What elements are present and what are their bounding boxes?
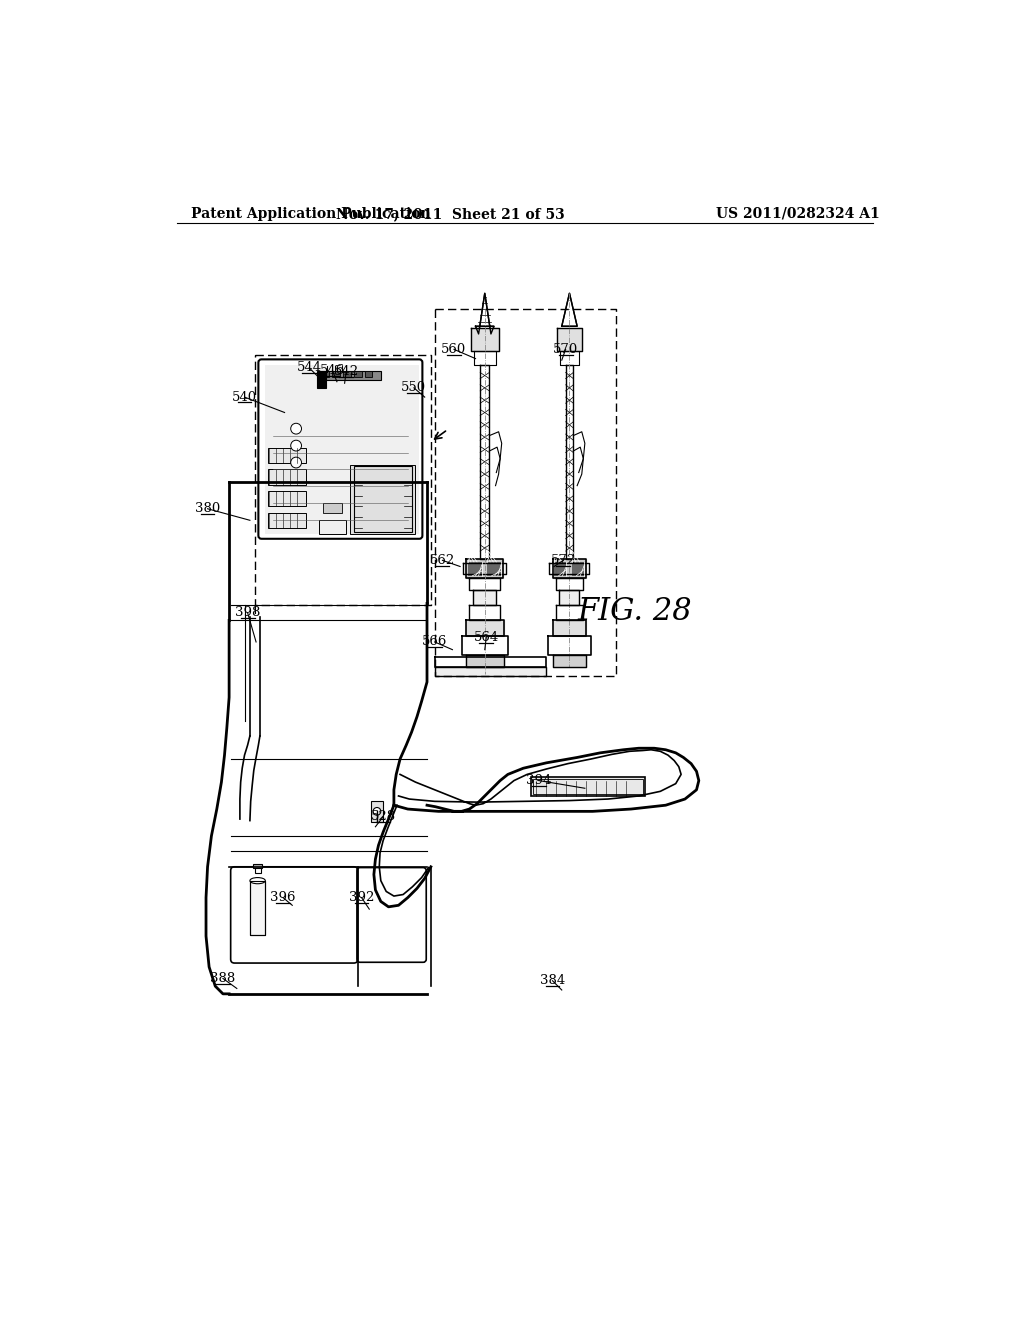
Polygon shape	[466, 620, 504, 636]
Text: 550: 550	[401, 381, 426, 395]
Bar	[267, 447, 306, 463]
Bar	[531, 777, 645, 796]
Text: 392: 392	[349, 891, 374, 904]
Bar	[343, 371, 351, 378]
Bar	[350, 465, 416, 535]
Polygon shape	[468, 562, 481, 576]
Polygon shape	[473, 590, 497, 605]
Circle shape	[291, 424, 301, 434]
Polygon shape	[562, 293, 578, 326]
Bar	[354, 371, 361, 378]
Circle shape	[373, 808, 381, 816]
Polygon shape	[559, 590, 580, 605]
Text: 384: 384	[540, 974, 565, 987]
Text: 542: 542	[334, 366, 358, 379]
Bar	[267, 470, 306, 484]
Text: FIG. 28: FIG. 28	[578, 595, 692, 627]
Polygon shape	[571, 562, 584, 576]
Text: 572: 572	[551, 554, 575, 566]
Bar	[250, 880, 265, 935]
Bar	[322, 371, 330, 378]
Polygon shape	[487, 562, 501, 576]
Text: 540: 540	[232, 391, 257, 404]
Circle shape	[291, 457, 301, 469]
Bar	[255, 866, 261, 873]
Bar	[267, 512, 306, 528]
Text: 564: 564	[474, 631, 499, 644]
Text: 570: 570	[553, 343, 579, 356]
Text: US 2011/0282324 A1: US 2011/0282324 A1	[716, 207, 880, 220]
Text: 546: 546	[319, 363, 345, 376]
Bar	[365, 371, 373, 378]
Bar	[267, 491, 306, 507]
Polygon shape	[475, 293, 494, 334]
Polygon shape	[471, 327, 499, 351]
Text: 560: 560	[441, 343, 467, 356]
Text: 528: 528	[371, 810, 395, 824]
Bar	[371, 800, 383, 822]
Text: Patent Application Publication: Patent Application Publication	[190, 207, 430, 220]
Bar	[319, 371, 381, 380]
Ellipse shape	[250, 878, 265, 884]
Polygon shape	[557, 327, 582, 351]
Text: 388: 388	[210, 972, 236, 985]
Bar	[265, 364, 419, 535]
Polygon shape	[553, 558, 587, 578]
Polygon shape	[553, 655, 587, 667]
Text: 398: 398	[234, 606, 260, 619]
Bar	[354, 466, 412, 532]
Circle shape	[291, 441, 301, 451]
Bar	[532, 779, 643, 795]
Polygon shape	[554, 562, 566, 576]
Text: 380: 380	[195, 502, 220, 515]
Bar	[253, 863, 262, 869]
Text: 566: 566	[422, 635, 447, 648]
Polygon shape	[435, 667, 547, 676]
Bar	[319, 520, 346, 535]
Polygon shape	[466, 558, 503, 578]
Text: 562: 562	[430, 554, 455, 566]
Text: 544: 544	[297, 362, 322, 375]
Text: 394: 394	[526, 774, 551, 787]
Bar	[316, 371, 326, 388]
Text: Nov. 17, 2011  Sheet 21 of 53: Nov. 17, 2011 Sheet 21 of 53	[336, 207, 564, 220]
Bar	[323, 503, 342, 512]
Polygon shape	[466, 655, 504, 667]
Bar	[333, 371, 340, 378]
Text: 396: 396	[270, 891, 296, 904]
Polygon shape	[553, 620, 587, 636]
